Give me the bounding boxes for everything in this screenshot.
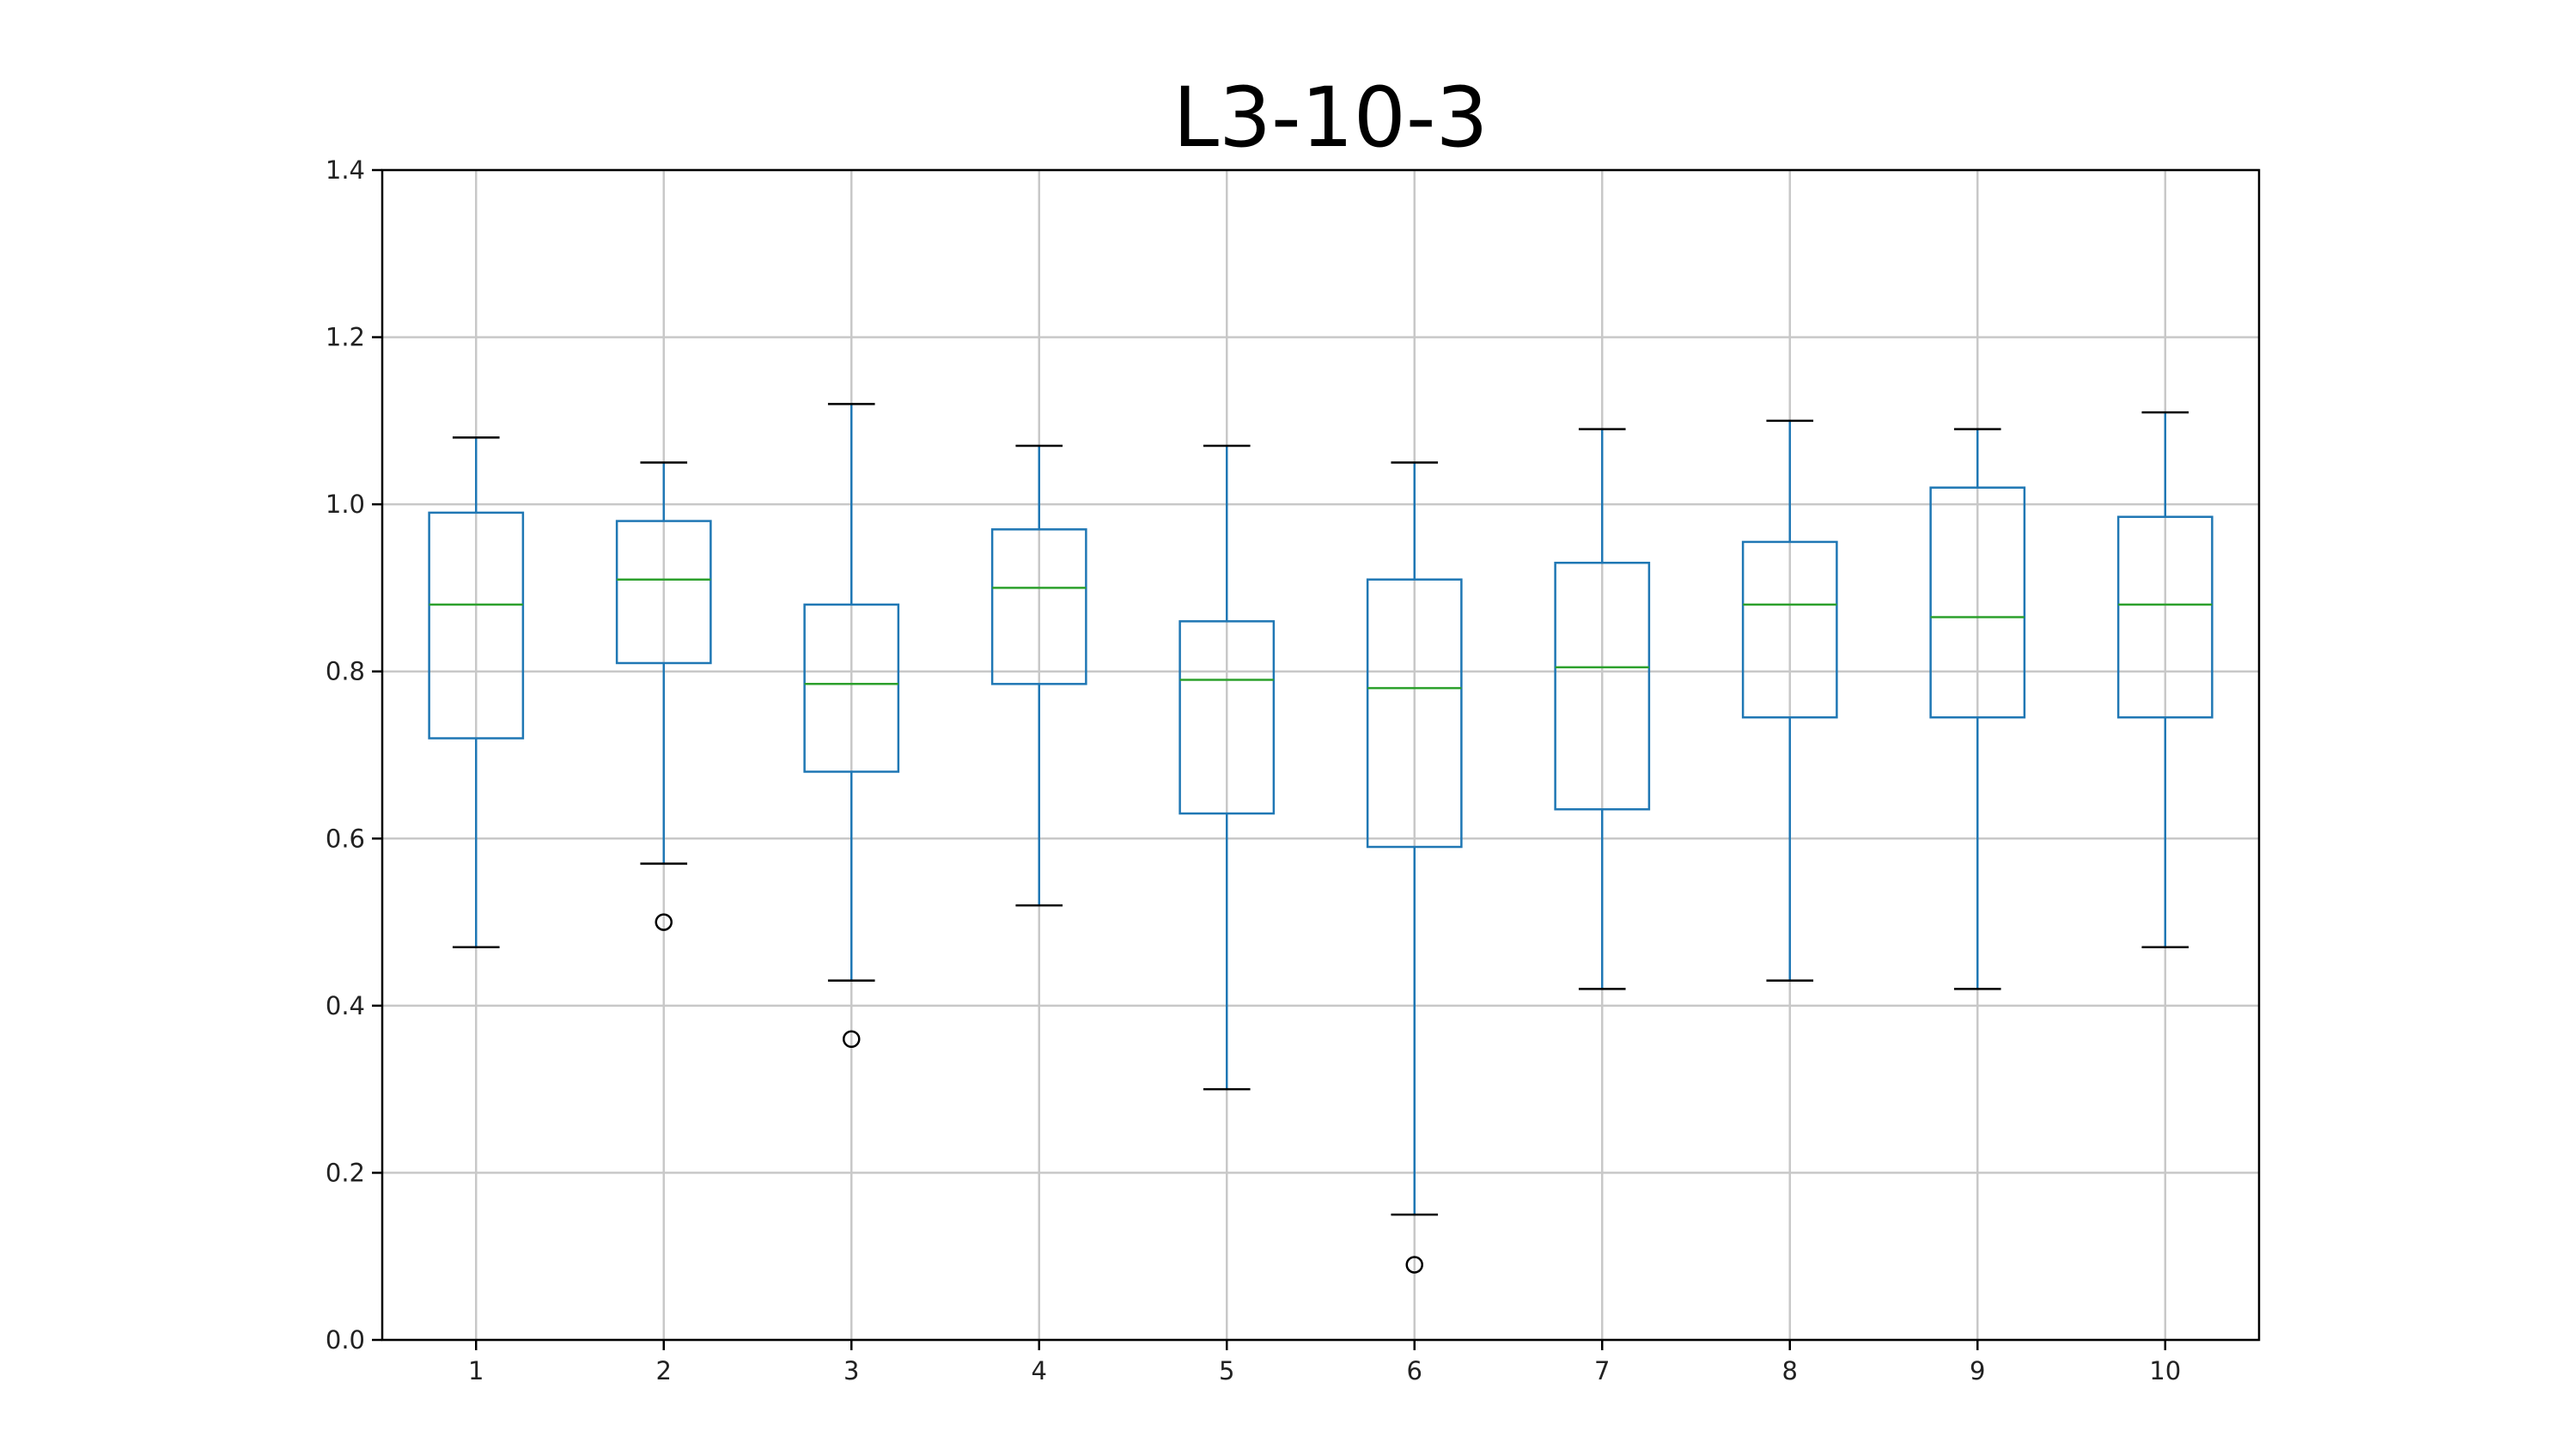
x-tick-label: 5: [1219, 1356, 1234, 1385]
x-tick-label: 1: [468, 1356, 484, 1385]
x-tick-label: 7: [1594, 1356, 1610, 1385]
iqr-box: [2116, 515, 2214, 719]
y-axis: 0.0 0.2 0.4 0.6 0.8 1.0 1.2 1.4: [326, 155, 382, 1355]
x-tick-label: 9: [1970, 1356, 1985, 1385]
iqr-box: [1929, 486, 2026, 719]
outlier-point: [655, 913, 673, 931]
box-7: [1554, 428, 1651, 990]
box-8: [1741, 419, 1838, 982]
plot-frame: [381, 168, 2261, 1342]
iqr-box: [615, 520, 712, 665]
iqr-box: [428, 511, 525, 740]
outlier-point: [1405, 1256, 1423, 1274]
y-tick-label: 0.8: [326, 657, 365, 686]
box-10: [2116, 411, 2214, 949]
iqr-box: [803, 603, 900, 773]
x-tick-label: 4: [1032, 1356, 1047, 1385]
box-4: [990, 444, 1087, 907]
y-tick-label: 1.4: [326, 155, 365, 185]
y-tick-label: 1.2: [326, 323, 365, 352]
box-9: [1929, 428, 2026, 990]
iqr-box: [1178, 620, 1276, 815]
iqr-box: [990, 528, 1087, 685]
y-tick-label: 0.2: [326, 1158, 365, 1187]
x-tick-label: 2: [656, 1356, 672, 1385]
x-tick-label: 8: [1782, 1356, 1798, 1385]
y-tick-label: 0.6: [326, 824, 365, 853]
x-tick-label: 6: [1407, 1356, 1422, 1385]
x-tick-label: 10: [2149, 1356, 2181, 1385]
iqr-box: [1366, 578, 1463, 849]
x-axis: 1 2 3 4 5 6 7 8 9 10: [468, 1340, 2181, 1385]
chart-title: L3-10-3: [1172, 70, 1488, 166]
box-5: [1178, 444, 1276, 1091]
box-6: [1366, 461, 1463, 1274]
y-tick-label: 0.0: [326, 1325, 365, 1355]
outlier-point: [843, 1030, 861, 1049]
x-tick-label: 3: [843, 1356, 859, 1385]
box-2: [615, 461, 712, 931]
y-tick-label: 0.4: [326, 991, 365, 1020]
iqr-box: [1554, 561, 1651, 811]
box-1: [428, 436, 525, 949]
iqr-box: [1741, 540, 1838, 719]
y-tick-label: 1.0: [326, 490, 365, 519]
box-3: [803, 403, 900, 1049]
box-series: [428, 403, 2214, 1274]
